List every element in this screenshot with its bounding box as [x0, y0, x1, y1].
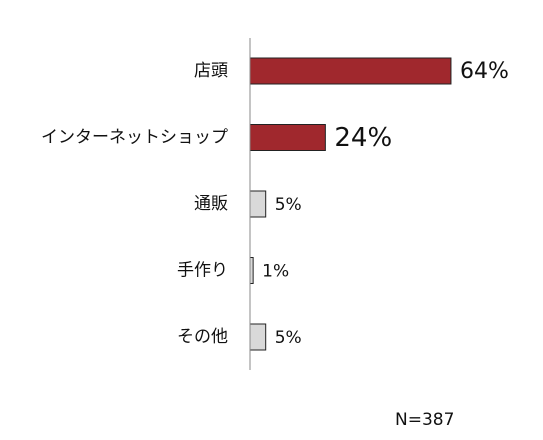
bar: [249, 124, 326, 151]
annotation: N=387: [395, 410, 454, 430]
category-label: 店頭: [194, 61, 228, 81]
category-label: インターネットショップ: [41, 128, 228, 148]
value-label: 64%: [460, 59, 509, 84]
bar: [249, 323, 267, 351]
value-label: 5%: [275, 195, 302, 215]
bar: [249, 57, 452, 85]
value-label: 1%: [262, 262, 289, 282]
category-label: 通販: [194, 194, 228, 214]
bar: [249, 190, 267, 218]
value-label: 5%: [275, 328, 302, 348]
category-label: 手作り: [177, 261, 228, 281]
value-label: 24%: [334, 123, 392, 153]
category-label: その他: [177, 327, 228, 347]
